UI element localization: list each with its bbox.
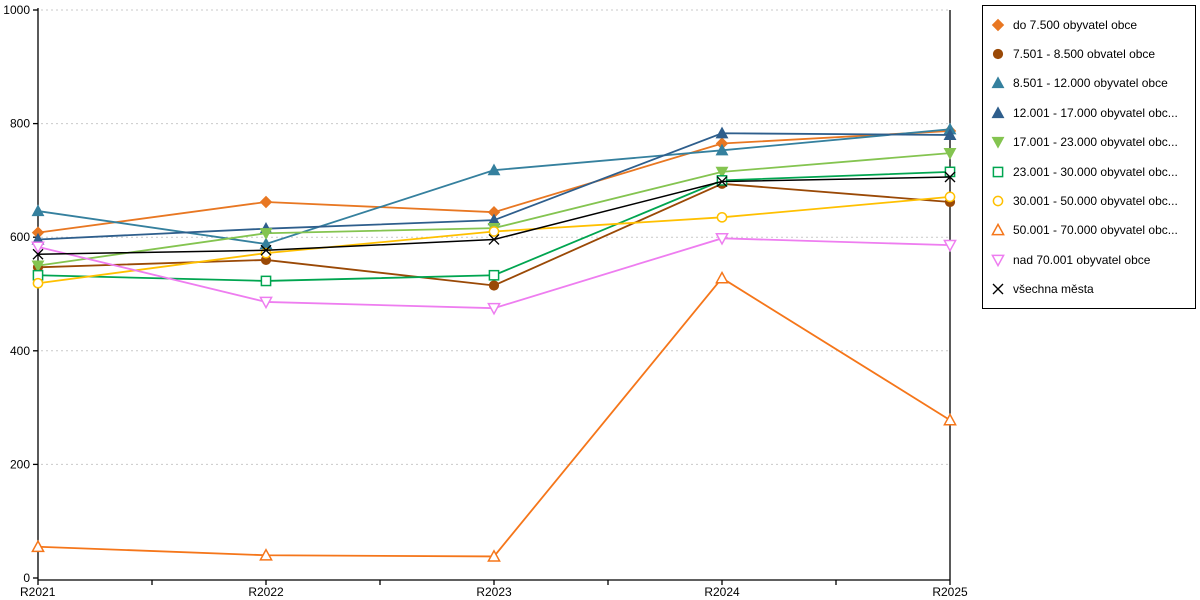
x-marker-icon bbox=[992, 283, 1004, 295]
data-point-marker bbox=[944, 191, 956, 203]
diamond-marker-icon bbox=[991, 18, 1005, 31]
series-6 bbox=[32, 191, 956, 289]
triangle-down-marker-icon bbox=[991, 137, 1005, 149]
y-tick-label: 400 bbox=[10, 344, 30, 358]
legend-item: všechna města bbox=[991, 275, 1189, 304]
data-point-marker bbox=[715, 270, 729, 284]
series-7 bbox=[31, 270, 957, 562]
y-tick-label: 0 bbox=[23, 571, 30, 585]
series-5 bbox=[32, 166, 956, 287]
legend-item-label: 30.001 - 50.000 obyvatel obc... bbox=[1013, 194, 1178, 209]
legend-item-label: do 7.500 obyvatel obce bbox=[1013, 17, 1138, 32]
data-point-marker bbox=[487, 302, 501, 316]
triangle-up-marker-icon bbox=[991, 223, 1005, 236]
data-point-marker bbox=[488, 234, 500, 245]
data-point-marker bbox=[488, 280, 500, 291]
series-0 bbox=[31, 124, 957, 239]
triangle-down-marker-icon bbox=[991, 254, 1005, 267]
legend-item: 12.001 - 17.000 obyvatel obc... bbox=[991, 98, 1189, 127]
legend-item: 8.501 - 12.000 obyvatel obce bbox=[991, 69, 1189, 98]
data-point-marker bbox=[715, 143, 729, 156]
data-point-marker bbox=[260, 275, 272, 287]
x-tick-label: R2022 bbox=[248, 585, 284, 599]
series-9 bbox=[32, 171, 956, 260]
data-point-marker bbox=[259, 548, 273, 561]
legend-item-label: 23.001 - 30.000 obyvatel obc... bbox=[1013, 164, 1178, 179]
legend-item-label: 8.501 - 12.000 obyvatel obce bbox=[1013, 76, 1168, 91]
triangle-up-marker-icon bbox=[991, 76, 1005, 89]
legend-item: 30.001 - 50.000 obyvatel obc... bbox=[991, 186, 1189, 215]
legend-item: 23.001 - 30.000 obyvatel obc... bbox=[991, 157, 1189, 186]
data-point-marker bbox=[943, 128, 957, 141]
square-marker-icon bbox=[992, 166, 1004, 177]
x-tick-label: R2021 bbox=[20, 585, 56, 599]
circle-marker-icon bbox=[992, 48, 1004, 60]
triangle-up-marker-icon bbox=[991, 106, 1005, 118]
data-point-marker bbox=[31, 539, 45, 553]
data-point-marker bbox=[943, 412, 957, 426]
diamond-marker-icon bbox=[991, 18, 1005, 31]
data-point-marker bbox=[715, 126, 729, 139]
legend-item: 17.001 - 23.000 obyvatel obc... bbox=[991, 128, 1189, 157]
data-point-marker bbox=[943, 148, 957, 160]
data-point-marker bbox=[944, 171, 956, 183]
circle-marker-icon bbox=[992, 48, 1004, 60]
x-tick-label: R2024 bbox=[704, 585, 740, 599]
square-marker-icon bbox=[992, 166, 1004, 177]
triangle-up-marker-icon bbox=[991, 106, 1005, 118]
legend-item: 7.501 - 8.500 obvatel obce bbox=[991, 39, 1189, 68]
series-8 bbox=[31, 232, 957, 316]
data-point-marker bbox=[32, 248, 44, 260]
y-tick-label: 800 bbox=[10, 117, 30, 131]
triangle-up-marker-icon bbox=[991, 76, 1005, 89]
circle-marker-icon bbox=[992, 195, 1004, 207]
data-point-marker bbox=[488, 226, 500, 237]
legend: do 7.500 obyvatel obce 7.501 - 8.500 obva… bbox=[982, 5, 1196, 309]
data-point-marker bbox=[259, 195, 273, 209]
y-tick-label: 1000 bbox=[3, 3, 30, 17]
data-point-marker bbox=[31, 260, 45, 273]
legend-item-label: 50.001 - 70.000 obyvatel obc... bbox=[1013, 223, 1178, 238]
triangle-down-marker-icon bbox=[991, 137, 1005, 149]
legend-item-label: 12.001 - 17.000 obyvatel obc... bbox=[1013, 105, 1178, 120]
triangle-down-marker-icon bbox=[991, 254, 1005, 267]
data-point-marker bbox=[32, 277, 44, 289]
data-point-marker bbox=[259, 296, 273, 310]
legend-item: 50.001 - 70.000 obyvatel obc... bbox=[991, 216, 1189, 245]
data-point-marker bbox=[260, 244, 272, 256]
x-tick-label: R2023 bbox=[476, 585, 512, 599]
data-point-marker bbox=[716, 211, 728, 223]
legend-item: do 7.500 obyvatel obce bbox=[991, 10, 1189, 39]
legend-item-label: nad 70.001 obyvatel obce bbox=[1013, 252, 1151, 267]
legend-item: nad 70.001 obyvatel obce bbox=[991, 245, 1189, 274]
x-marker-icon bbox=[992, 283, 1004, 295]
data-point-marker bbox=[487, 163, 501, 176]
data-point-marker bbox=[488, 269, 500, 281]
x-tick-label: R2025 bbox=[932, 585, 968, 599]
data-point-marker bbox=[716, 176, 728, 187]
data-point-marker bbox=[487, 549, 501, 562]
y-tick-label: 200 bbox=[10, 457, 30, 471]
data-point-marker bbox=[715, 166, 729, 179]
data-point-marker bbox=[943, 239, 957, 253]
data-point-marker bbox=[716, 175, 728, 186]
y-tick-label: 600 bbox=[10, 230, 30, 244]
data-point-marker bbox=[31, 204, 45, 217]
data-point-marker bbox=[31, 241, 45, 255]
series-line bbox=[37, 276, 951, 558]
legend-item-label: 7.501 - 8.500 obvatel obce bbox=[1013, 47, 1156, 62]
triangle-up-marker-icon bbox=[991, 223, 1005, 236]
data-point-marker bbox=[944, 166, 956, 178]
circle-marker-icon bbox=[992, 195, 1004, 207]
data-point-marker bbox=[715, 232, 729, 246]
legend-item-label: všechna města bbox=[1013, 282, 1094, 297]
data-point-marker bbox=[259, 228, 273, 240]
legend-item-label: 17.001 - 23.000 obyvatel obc... bbox=[1013, 135, 1178, 150]
